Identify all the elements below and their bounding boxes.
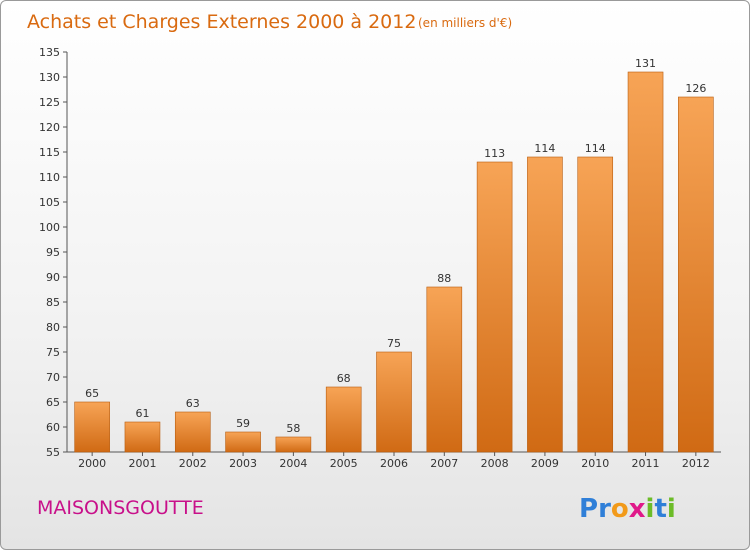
y-tick-label: 115 — [39, 146, 60, 159]
bar-value-label: 68 — [337, 372, 351, 385]
bars: 65 61 63 59 58 68 75 88 113 114 114 131 126 — [74, 57, 714, 453]
x-tick-label: 2006 — [380, 457, 408, 470]
x-tick-label: 2012 — [682, 457, 710, 470]
x-axis: 2000 2001 2002 2003 2004 2005 2006 2007 2008 2009… — [67, 451, 721, 470]
bar-value-label: 61 — [135, 407, 149, 420]
x-tick-label: 2007 — [430, 457, 458, 470]
bar-value-label: 88 — [437, 272, 451, 285]
bar-value-label: 131 — [635, 57, 656, 70]
bar — [325, 386, 362, 453]
logo-letter: o — [611, 494, 629, 524]
y-tick-label: 110 — [39, 171, 60, 184]
y-tick-label: 75 — [46, 346, 60, 359]
bar — [74, 401, 110, 453]
x-tick-label: 2002 — [179, 457, 207, 470]
bar — [678, 96, 714, 453]
bar-value-label: 59 — [236, 417, 250, 430]
y-tick-label: 60 — [46, 421, 60, 434]
y-tick-label: 65 — [46, 396, 60, 409]
x-tick-label: 2000 — [78, 457, 106, 470]
y-tick-label: 125 — [39, 96, 60, 109]
bar — [627, 71, 664, 453]
x-tick-label: 2010 — [581, 457, 609, 470]
y-axis: 55 60 65 70 75 80 85 90 95 100 105 110 115 120 125 130 1… — [39, 46, 68, 459]
x-tick-label: 2003 — [229, 457, 257, 470]
y-tick-label: 80 — [46, 321, 60, 334]
y-tick-label: 90 — [46, 271, 60, 284]
y-tick-label: 100 — [39, 221, 60, 234]
bar — [376, 351, 412, 453]
bar-value-label: 75 — [387, 337, 401, 350]
bar — [577, 156, 614, 453]
bar — [174, 411, 211, 453]
logo-letter: i — [646, 494, 655, 524]
bar — [225, 431, 261, 453]
logo-letter: x — [629, 494, 646, 524]
x-tick-label: 2001 — [128, 457, 156, 470]
y-tick-label: 95 — [46, 246, 60, 259]
logo-letter: P — [579, 494, 598, 524]
bar — [426, 286, 463, 453]
logo-letter: i — [667, 494, 676, 524]
bar-value-label: 126 — [685, 82, 706, 95]
x-tick-label: 2004 — [279, 457, 307, 470]
y-tick-label: 120 — [39, 121, 60, 134]
bar — [476, 161, 513, 453]
chart-title: Achats et Charges Externes 2000 à 2012 — [27, 11, 416, 33]
y-tick-label: 130 — [39, 71, 60, 84]
commune-name: MAISONSGOUTTE — [37, 497, 204, 519]
bar — [124, 421, 161, 453]
x-tick-label: 2005 — [330, 457, 358, 470]
logo-letter: t — [654, 494, 666, 524]
proxiti-logo: Proxiti — [579, 494, 676, 524]
bar-value-label: 113 — [484, 147, 505, 160]
y-tick-label: 105 — [39, 196, 60, 209]
bar — [275, 436, 312, 453]
bar-value-label: 114 — [534, 142, 555, 155]
y-tick-label: 135 — [39, 46, 60, 59]
x-tick-label: 2011 — [632, 457, 660, 470]
x-tick-label: 2009 — [531, 457, 559, 470]
bar-value-label: 58 — [286, 422, 300, 435]
y-tick-label: 70 — [46, 371, 60, 384]
x-tick-label: 2008 — [481, 457, 509, 470]
logo-letter: r — [598, 494, 611, 524]
y-tick-label: 85 — [46, 296, 60, 309]
chart-unit: (en milliers d'€) — [418, 16, 512, 30]
bar-value-label: 65 — [85, 387, 99, 400]
y-tick-label: 55 — [46, 446, 60, 459]
bar-value-label: 63 — [186, 397, 200, 410]
bar-value-label: 114 — [585, 142, 606, 155]
bar — [527, 156, 563, 453]
